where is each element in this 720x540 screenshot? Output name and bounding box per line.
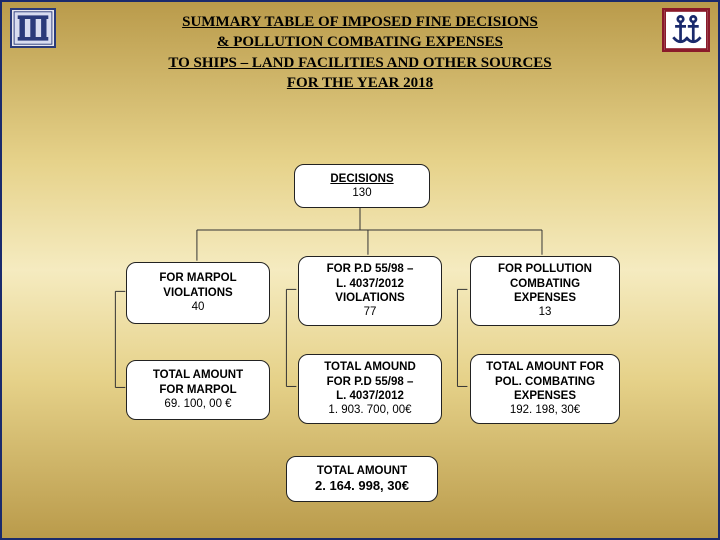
title-line: SUMMARY TABLE OF IMPOSED FINE DECISIONS	[2, 12, 718, 32]
node-marpol: FOR MARPOLVIOLATIONS40	[126, 262, 270, 324]
node-pd: FOR P.D 55/98 –L. 4037/2012VIOLATIONS77	[298, 256, 442, 326]
node-marpol_total: TOTAL AMOUNTFOR MARPOL69. 100, 00 €	[126, 360, 270, 420]
node-pollution: FOR POLLUTIONCOMBATINGEXPENSES13	[470, 256, 620, 326]
title-line: TO SHIPS – LAND FACILITIES AND OTHER SOU…	[2, 53, 718, 73]
title-line: & POLLUTION COMBATING EXPENSES	[2, 32, 718, 52]
page-title: SUMMARY TABLE OF IMPOSED FINE DECISIONS …	[2, 2, 718, 93]
node-pd_total: TOTAL AMOUNDFOR P.D 55/98 –L. 4037/20121…	[298, 354, 442, 424]
node-decisions: DECISIONS130	[294, 164, 430, 208]
node-pol_total: TOTAL AMOUNT FORPOL. COMBATINGEXPENSES19…	[470, 354, 620, 424]
logo-left-icon	[10, 8, 56, 48]
title-line: FOR THE YEAR 2018	[2, 73, 718, 93]
node-grand_total: TOTAL AMOUNT2. 164. 998, 30€	[286, 456, 438, 502]
org-chart: DECISIONS130 FOR MARPOLVIOLATIONS40 FOR P.…	[2, 122, 718, 538]
logo-right-icon	[662, 8, 710, 52]
